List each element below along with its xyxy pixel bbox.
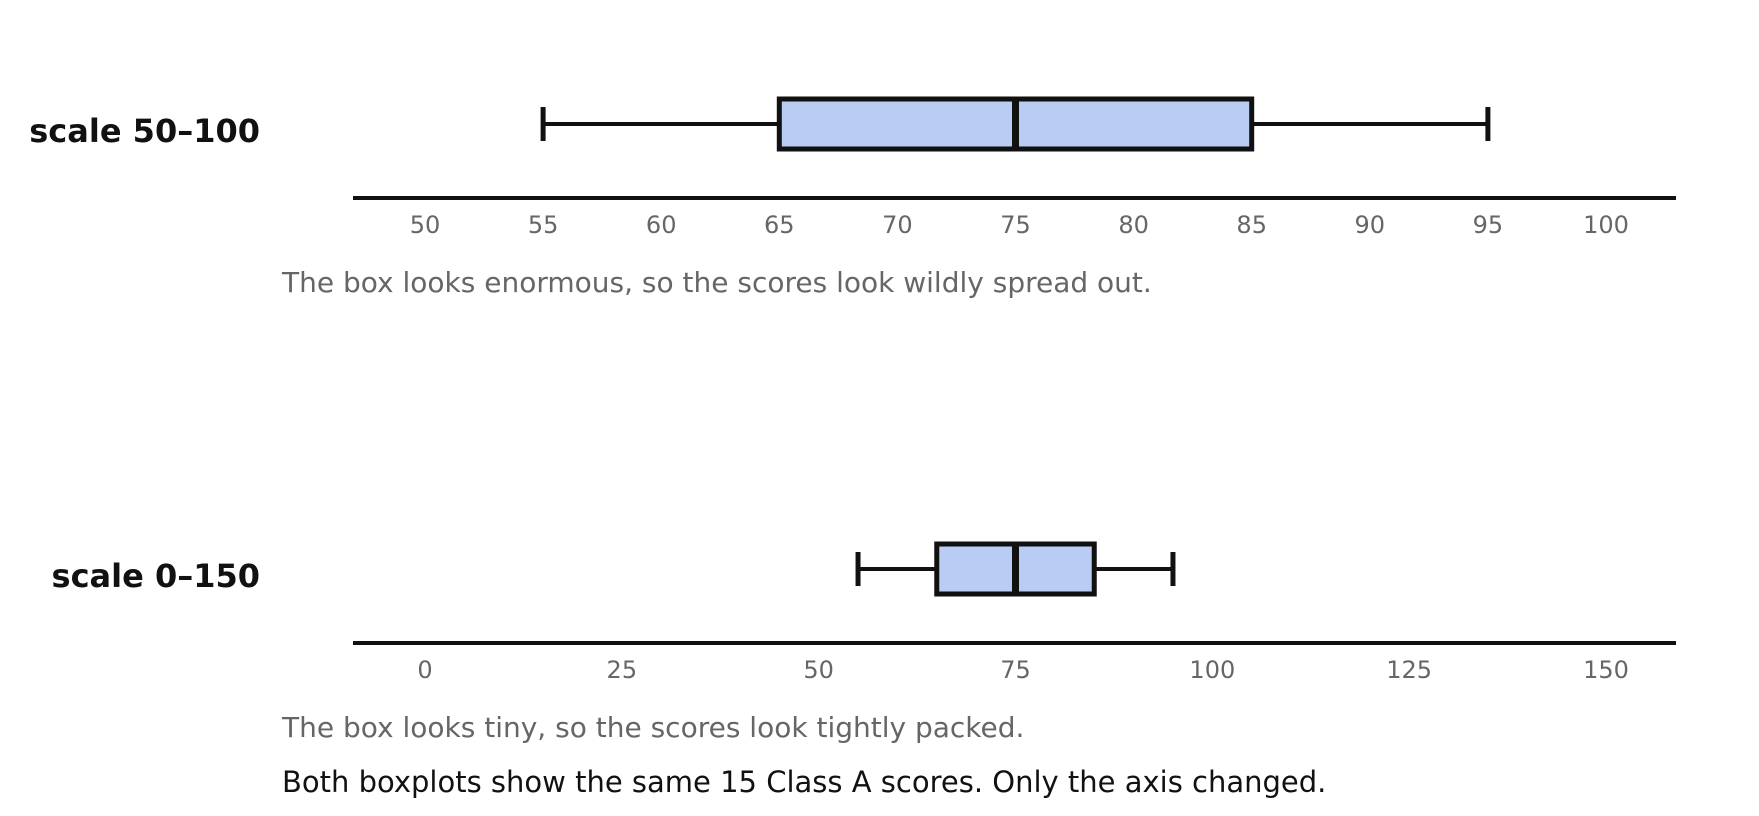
x-tick-label: 90 bbox=[1355, 211, 1386, 239]
panel-caption: The box looks enormous, so the scores lo… bbox=[281, 266, 1152, 299]
x-tick-label: 55 bbox=[528, 211, 559, 239]
boxplot-plot-area bbox=[855, 541, 1176, 597]
x-tick-label: 25 bbox=[607, 656, 638, 684]
boxplot-plot-area bbox=[540, 96, 1491, 152]
x-tick-label: 80 bbox=[1118, 211, 1149, 239]
x-tick-label: 50 bbox=[803, 656, 834, 684]
x-tick-label: 150 bbox=[1583, 656, 1629, 684]
x-axis: 50 55 60 65 70 75 80 85 90 95 100 bbox=[353, 196, 1676, 239]
x-axis: 0 25 50 75 100 125 150 bbox=[353, 641, 1676, 684]
panel-label: scale 50–100 bbox=[29, 112, 260, 150]
x-tick-label: 100 bbox=[1583, 211, 1629, 239]
x-tick-label: 75 bbox=[1000, 656, 1031, 684]
x-tick-label: 50 bbox=[410, 211, 441, 239]
boxplot-panel-bottom: scale 0–150 0 25 50 75 100 125 150 The box loo… bbox=[52, 541, 1676, 744]
x-tick-label: 85 bbox=[1236, 211, 1267, 239]
panel-label: scale 0–150 bbox=[52, 557, 260, 595]
x-tick-label: 100 bbox=[1189, 656, 1235, 684]
x-tick-label: 65 bbox=[764, 211, 795, 239]
panel-caption: The box looks tiny, so the scores look t… bbox=[281, 711, 1024, 744]
x-tick-label: 95 bbox=[1473, 211, 1504, 239]
footer-note: Both boxplots show the same 15 Class A s… bbox=[282, 765, 1326, 799]
x-tick-label: 0 bbox=[417, 656, 432, 684]
x-tick-label: 60 bbox=[646, 211, 677, 239]
boxplot-panel-top: scale 50–100 50 55 60 65 70 75 80 85 90 95 100 The… bbox=[29, 96, 1676, 299]
x-tick-label: 125 bbox=[1386, 656, 1432, 684]
x-tick-label: 75 bbox=[1000, 211, 1031, 239]
x-tick-label: 70 bbox=[882, 211, 913, 239]
